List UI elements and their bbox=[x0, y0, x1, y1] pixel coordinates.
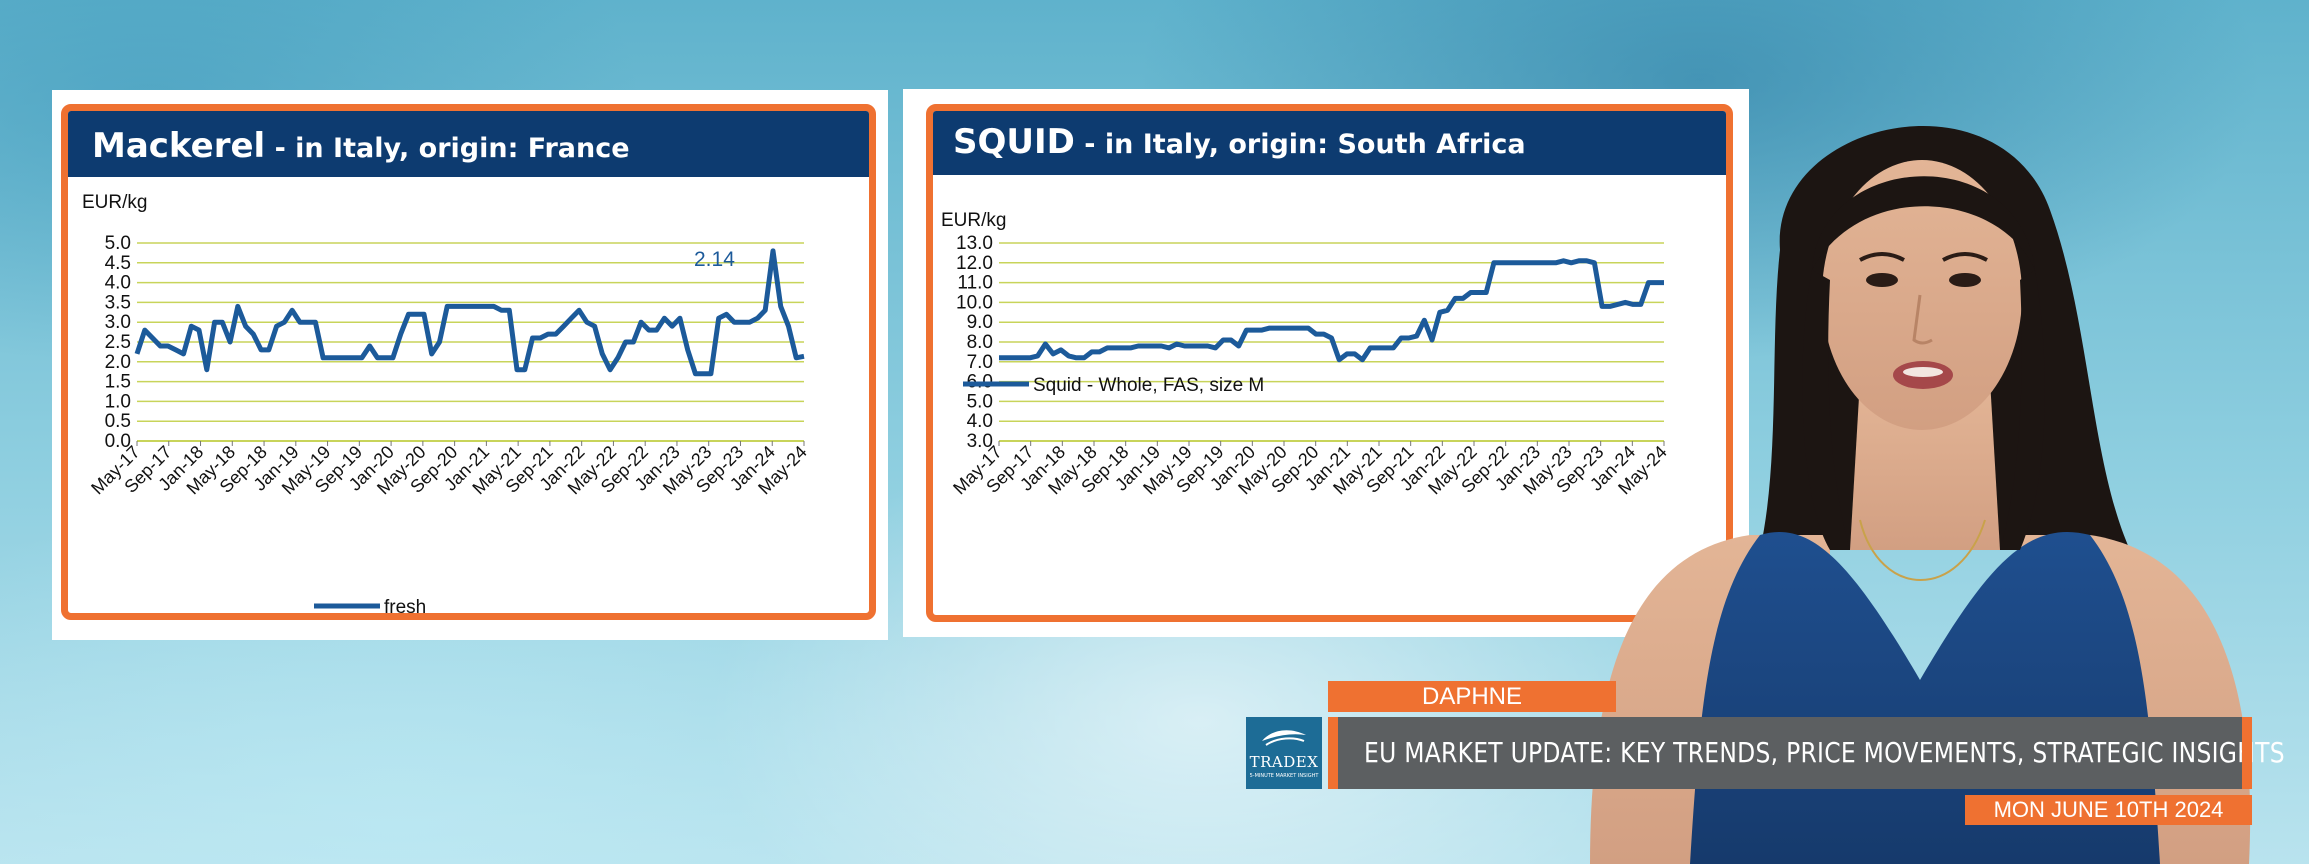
chart-title-squid: SQUID - in Italy, origin: South Africa bbox=[933, 111, 1726, 175]
chart-title-mackerel: Mackerel - in Italy, origin: France bbox=[68, 111, 869, 177]
y-tick-label: 5.0 bbox=[967, 391, 993, 412]
logo-text: TRADEX bbox=[1249, 753, 1319, 771]
series-line bbox=[999, 258, 1664, 363]
y-tick-label: 2.0 bbox=[105, 352, 131, 373]
y-tick-label: 11.0 bbox=[957, 273, 993, 294]
chart-title-sub: - in Italy, origin: France bbox=[265, 133, 630, 164]
y-tick-label: 4.0 bbox=[967, 411, 993, 432]
headline-accent-right bbox=[2242, 717, 2252, 789]
y-tick-label: 7.0 bbox=[967, 352, 993, 373]
logo-wave-icon bbox=[1262, 730, 1306, 746]
y-tick-label: 0.0 bbox=[105, 431, 131, 452]
chart-title-main: SQUID bbox=[953, 122, 1075, 162]
chart-card-squid: SQUID - in Italy, origin: South Africa bbox=[926, 104, 1733, 622]
series-line bbox=[134, 248, 805, 377]
headline-bar: EU MARKET UPDATE: KEY TRENDS, PRICE MOVE… bbox=[1328, 717, 2285, 789]
y-tick-label: 13.0 bbox=[956, 233, 993, 254]
legend-label: fresh bbox=[384, 597, 426, 614]
presenter-name-tag: DAPHNE bbox=[1328, 681, 1616, 712]
headline-text: EU MARKET UPDATE: KEY TRENDS, PRICE MOVE… bbox=[1364, 736, 2285, 769]
logo-subtext: 5-MINUTE MARKET INSIGHT bbox=[1249, 773, 1319, 779]
headline-accent-left bbox=[1328, 717, 1338, 789]
y-tick-label: 10.0 bbox=[956, 292, 993, 313]
y-tick-label: 9.0 bbox=[967, 312, 993, 333]
y-tick-label: 1.5 bbox=[105, 372, 131, 393]
chart-mackerel: EUR/kg5.04.54.03.53.02.52.01.51.00.50.0M… bbox=[82, 192, 811, 614]
y-tick-label: 3.5 bbox=[105, 292, 131, 313]
chart-squid: EUR/kg13.012.011.010.09.08.07.06.05.04.0… bbox=[941, 210, 1671, 498]
tradex-logo: TRADEX 5-MINUTE MARKET INSIGHT bbox=[1246, 717, 1322, 789]
date-tag: MON JUNE 10TH 2024 bbox=[1965, 795, 2252, 825]
y-tick-label: 1.0 bbox=[105, 391, 131, 412]
chart-title-sub: - in Italy, origin: South Africa bbox=[1074, 129, 1526, 160]
y-axis-unit: EUR/kg bbox=[941, 210, 1006, 231]
y-tick-label: 2.5 bbox=[105, 332, 131, 353]
y-tick-label: 4.5 bbox=[105, 253, 131, 274]
y-tick-label: 3.0 bbox=[105, 312, 131, 333]
y-tick-label: 3.0 bbox=[967, 431, 993, 452]
chart-title-main: Mackerel bbox=[92, 126, 266, 166]
y-tick-label: 4.0 bbox=[105, 273, 131, 294]
y-tick-label: 0.5 bbox=[105, 411, 131, 432]
y-tick-label: 5.0 bbox=[105, 233, 131, 254]
legend-label: Squid - Whole, FAS, size M bbox=[1033, 375, 1264, 396]
y-tick-label: 8.0 bbox=[967, 332, 993, 353]
data-annotation: 2.14 bbox=[694, 248, 735, 271]
y-tick-label: 12.0 bbox=[956, 253, 993, 274]
y-axis-unit: EUR/kg bbox=[82, 192, 147, 213]
